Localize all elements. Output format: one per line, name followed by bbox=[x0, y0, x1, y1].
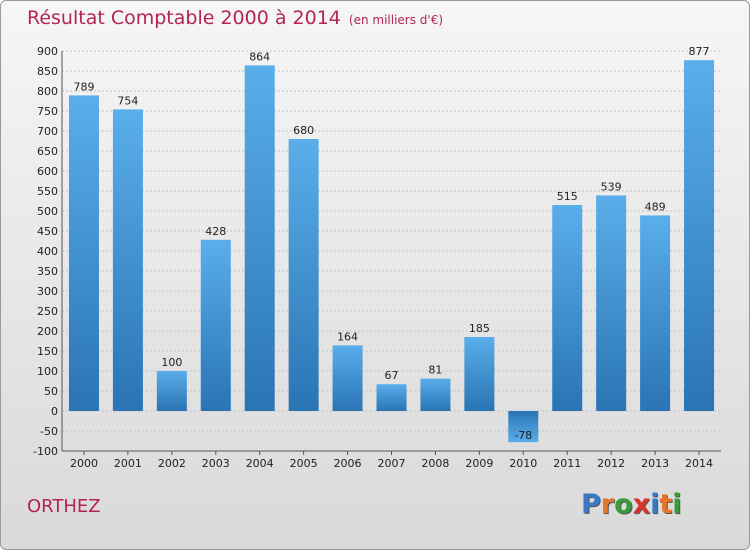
bar-2002 bbox=[156, 371, 187, 411]
x-tick-label-2011: 2011 bbox=[553, 457, 581, 470]
city-name: ORTHEZ bbox=[27, 496, 101, 517]
value-label-2007: 67 bbox=[385, 369, 399, 382]
logo-letter: i bbox=[650, 489, 660, 520]
x-tick-label-2014: 2014 bbox=[685, 457, 713, 470]
y-tick-label: 350 bbox=[37, 265, 58, 278]
value-label-2008: 81 bbox=[428, 364, 442, 377]
bar-2009 bbox=[464, 337, 495, 411]
logo-letter: i bbox=[672, 489, 682, 520]
y-tick-label: 500 bbox=[37, 205, 58, 218]
y-tick-label: 800 bbox=[37, 85, 58, 98]
value-label-2009: 185 bbox=[469, 322, 490, 335]
logo-letter: r bbox=[600, 489, 615, 520]
logo-letter: P bbox=[581, 489, 601, 520]
bar-2001 bbox=[112, 109, 143, 412]
x-tick-label-2003: 2003 bbox=[202, 457, 230, 470]
bar-2013 bbox=[640, 215, 671, 411]
bars bbox=[68, 60, 715, 443]
y-tick-label: 700 bbox=[37, 125, 58, 138]
data-labels: 789 754 100 428 864 680 164 67 81 185 -78 515 539 489… bbox=[73, 45, 709, 442]
y-tick-label: 0 bbox=[51, 405, 58, 418]
chart-title-main: Résultat Comptable 2000 à 2014 bbox=[27, 7, 341, 29]
value-label-2003: 428 bbox=[205, 225, 226, 238]
bar-2014 bbox=[684, 60, 715, 411]
x-tick-label-2009: 2009 bbox=[465, 457, 493, 470]
logo-letter: o bbox=[614, 489, 633, 520]
y-tick-label: -50 bbox=[40, 425, 58, 438]
x-tick-label-2000: 2000 bbox=[70, 457, 98, 470]
bar-2005 bbox=[288, 139, 319, 411]
x-tick-label-2006: 2006 bbox=[334, 457, 362, 470]
bar-2008 bbox=[420, 378, 451, 411]
x-tick-label-2005: 2005 bbox=[290, 457, 318, 470]
bar-2004 bbox=[244, 65, 275, 412]
value-label-2004: 864 bbox=[249, 50, 270, 63]
axes: -100 -50 0 50 100 150 200 250 300 350 400 450 500 550… bbox=[33, 45, 721, 470]
x-tick-label-2002: 2002 bbox=[158, 457, 186, 470]
chart-title-unit: (en milliers d'€) bbox=[348, 13, 444, 27]
value-label-2001: 754 bbox=[117, 94, 138, 107]
value-label-2010: -78 bbox=[514, 429, 532, 442]
y-tick-label: 400 bbox=[37, 245, 58, 258]
bar-2000 bbox=[68, 95, 99, 412]
x-tick-label-2010: 2010 bbox=[509, 457, 537, 470]
y-tick-label: 450 bbox=[37, 225, 58, 238]
y-tick-label: 850 bbox=[37, 65, 58, 78]
bar-2010 bbox=[508, 411, 539, 443]
value-label-2002: 100 bbox=[161, 356, 182, 369]
x-tick-label-2001: 2001 bbox=[114, 457, 142, 470]
y-tick-label: -100 bbox=[33, 445, 58, 458]
y-tick-label: 100 bbox=[37, 365, 58, 378]
value-label-2005: 680 bbox=[293, 124, 314, 137]
bar-2006 bbox=[332, 345, 363, 411]
y-tick-label: 300 bbox=[37, 285, 58, 298]
y-tick-label: 50 bbox=[44, 385, 58, 398]
value-label-2013: 489 bbox=[645, 200, 666, 213]
y-tick-label: 250 bbox=[37, 305, 58, 318]
value-label-2012: 539 bbox=[601, 180, 622, 193]
x-tick-label-2007: 2007 bbox=[378, 457, 406, 470]
y-tick-label: 600 bbox=[37, 165, 58, 178]
x-tick-label-2012: 2012 bbox=[597, 457, 625, 470]
logo-letter: x bbox=[632, 489, 651, 520]
y-tick-label: 650 bbox=[37, 145, 58, 158]
bar-2011 bbox=[552, 205, 583, 411]
value-label-2014: 877 bbox=[689, 45, 710, 58]
chart-title: Résultat Comptable 2000 à 2014 (en millie… bbox=[27, 7, 443, 29]
value-label-2000: 789 bbox=[73, 80, 94, 93]
x-tick-label-2008: 2008 bbox=[421, 457, 449, 470]
proxiti-logo: Proxiti bbox=[581, 489, 682, 520]
logo-letter: t bbox=[659, 489, 673, 520]
y-tick-label: 550 bbox=[37, 185, 58, 198]
value-label-2011: 515 bbox=[557, 190, 578, 203]
y-tick-label: 750 bbox=[37, 105, 58, 118]
y-tick-label: 200 bbox=[37, 325, 58, 338]
value-label-2006: 164 bbox=[337, 330, 358, 343]
bar-2012 bbox=[596, 195, 627, 411]
x-tick-label-2013: 2013 bbox=[641, 457, 669, 470]
bar-2003 bbox=[200, 239, 231, 411]
bar-2007 bbox=[376, 384, 407, 411]
y-tick-label: 900 bbox=[37, 45, 58, 58]
x-tick-label-2004: 2004 bbox=[246, 457, 274, 470]
y-tick-label: 150 bbox=[37, 345, 58, 358]
